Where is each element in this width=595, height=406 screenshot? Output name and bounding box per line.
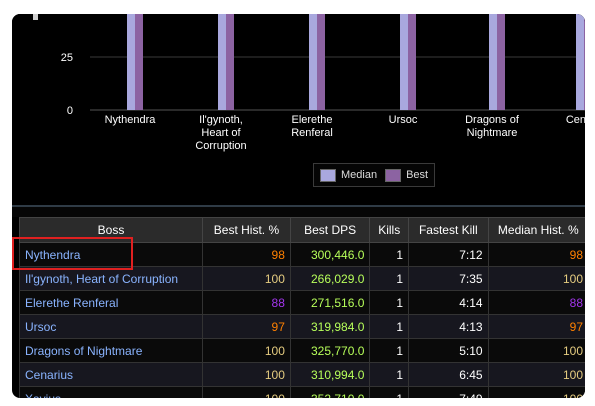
- parse-chart: 25 0: [33, 14, 585, 117]
- x-category-label: Nythendra: [104, 114, 156, 126]
- fastest-kill-time: 7:12: [408, 242, 489, 267]
- report-frame: 25 0 Nythendra Il'gynoth, Heart of Corrupt…: [12, 14, 585, 398]
- kills-count: 1: [369, 242, 410, 267]
- median-bar: [400, 14, 408, 110]
- boss-name-link[interactable]: Cenarius: [18, 362, 204, 387]
- col-header-median-hist[interactable]: Median Hist. %: [487, 217, 585, 243]
- kills-count: 1: [369, 362, 410, 387]
- best-bar: [497, 14, 505, 110]
- x-category-label: Il'gynoth, Heart of Corruption: [195, 114, 247, 152]
- table-row[interactable]: Cenarius 100 310,994.0 1 6:45 100: [18, 362, 585, 387]
- best-dps-value: 271,516.0: [289, 290, 371, 315]
- best-bar: [317, 14, 325, 110]
- median-hist-percent: 100: [487, 386, 585, 398]
- best-hist-percent: 88: [202, 290, 291, 315]
- x-category-label: Elerethe Renferal: [291, 114, 333, 139]
- kills-count: 1: [369, 290, 410, 315]
- table-row[interactable]: Xavius100352,710.017:49100: [18, 386, 585, 398]
- y-tick-label: 25: [61, 52, 73, 64]
- best-hist-percent: 97: [202, 314, 291, 339]
- panel-divider: [12, 207, 585, 217]
- fastest-kill-time: 6:45: [408, 362, 489, 387]
- best-bar: [408, 14, 416, 110]
- table-row[interactable]: Il'gynoth, Heart of Corruption 100 266,029…: [18, 266, 585, 291]
- fastest-kill-time: 7:49: [408, 386, 489, 398]
- median-bar: [127, 14, 135, 110]
- boss-name-link[interactable]: Il'gynoth, Heart of Corruption: [18, 266, 204, 291]
- x-category-label: Dragons of Nightmare: [465, 114, 519, 139]
- table-row[interactable]: Elerethe Renferal 88 271,516.0 1 4:14 88: [18, 290, 585, 315]
- y-tick-label: 0: [67, 105, 73, 117]
- best-hist-percent: 100: [202, 386, 291, 398]
- median-hist-percent: 98: [487, 242, 585, 267]
- median-bar: [309, 14, 317, 110]
- boss-table: Boss Best Hist. % Best DPS Kills Fastest…: [18, 217, 585, 398]
- median-bar: [576, 14, 584, 110]
- best-bar: [226, 14, 234, 110]
- legend-label-best: Best: [406, 169, 429, 181]
- chart-panel: 25 0 Nythendra Il'gynoth, Heart of Corrupt…: [12, 14, 585, 207]
- median-hist-percent: 100: [487, 338, 585, 363]
- fastest-kill-time: 7:35: [408, 266, 489, 291]
- boss-name-link[interactable]: Ursoc: [18, 314, 204, 339]
- fastest-kill-time: 4:14: [408, 290, 489, 315]
- col-header-boss[interactable]: Boss: [18, 217, 204, 243]
- table-body: Nythendra 98 300,446.0 1 7:12 98 Il'gynoth, He…: [18, 242, 585, 398]
- kills-count: 1: [369, 338, 410, 363]
- fastest-kill-time: 4:13: [408, 314, 489, 339]
- legend-label-median: Median: [341, 169, 378, 181]
- best-dps-value: 352,710.0: [289, 386, 371, 398]
- y-axis-title-fragment: [33, 14, 38, 20]
- best-hist-percent: 100: [202, 338, 291, 363]
- median-hist-percent: 88: [487, 290, 585, 315]
- median-hist-percent: 100: [487, 266, 585, 291]
- col-header-fastest-kill[interactable]: Fastest Kill: [408, 217, 489, 243]
- table-header-row: Boss Best Hist. % Best DPS Kills Fastest…: [18, 217, 585, 243]
- table-row[interactable]: Ursoc 97 319,984.0 1 4:13 97: [18, 314, 585, 339]
- legend-item-best[interactable]: Best: [385, 168, 429, 182]
- median-bar: [218, 14, 226, 110]
- boss-name-link[interactable]: Elerethe Renferal: [18, 290, 204, 315]
- boss-name-link[interactable]: Nythendra: [18, 242, 204, 267]
- best-hist-percent: 100: [202, 266, 291, 291]
- best-dps-value: 310,994.0: [289, 362, 371, 387]
- kills-count: 1: [369, 314, 410, 339]
- best-dps-value: 266,029.0: [289, 266, 371, 291]
- best-bar: [584, 14, 585, 110]
- best-dps-value: 319,984.0: [289, 314, 371, 339]
- fastest-kill-time: 5:10: [408, 338, 489, 363]
- median-hist-percent: 100: [487, 362, 585, 387]
- x-category-label: Ursoc: [388, 114, 418, 126]
- col-header-best-hist[interactable]: Best Hist. %: [202, 217, 291, 243]
- best-swatch: [385, 168, 402, 182]
- best-dps-value: 300,446.0: [289, 242, 371, 267]
- median-swatch: [320, 168, 336, 182]
- table-row[interactable]: Nythendra 98 300,446.0 1 7:12 98: [18, 242, 585, 267]
- kills-count: 1: [369, 266, 410, 291]
- median-bar: [489, 14, 497, 110]
- best-dps-value: 325,770.0: [289, 338, 371, 363]
- kills-count: 1: [369, 386, 410, 398]
- median-hist-percent: 97: [487, 314, 585, 339]
- table-row[interactable]: Dragons of Nightmare 100 325,770.0 1 5:10 100: [18, 338, 585, 363]
- boss-table-container: Boss Best Hist. % Best DPS Kills Fastest…: [18, 217, 585, 398]
- col-header-best-dps[interactable]: Best DPS: [289, 217, 371, 243]
- chart-legend[interactable]: Median Best: [313, 163, 436, 187]
- best-hist-percent: 98: [202, 242, 291, 267]
- best-bar: [135, 14, 143, 110]
- x-category-label: Cena: [565, 114, 585, 126]
- boss-name-link[interactable]: Dragons of Nightmare: [18, 338, 204, 363]
- legend-item-median[interactable]: Median: [320, 168, 378, 182]
- col-header-kills[interactable]: Kills: [369, 217, 410, 243]
- boss-name-link[interactable]: Xavius: [18, 386, 204, 398]
- best-hist-percent: 100: [202, 362, 291, 387]
